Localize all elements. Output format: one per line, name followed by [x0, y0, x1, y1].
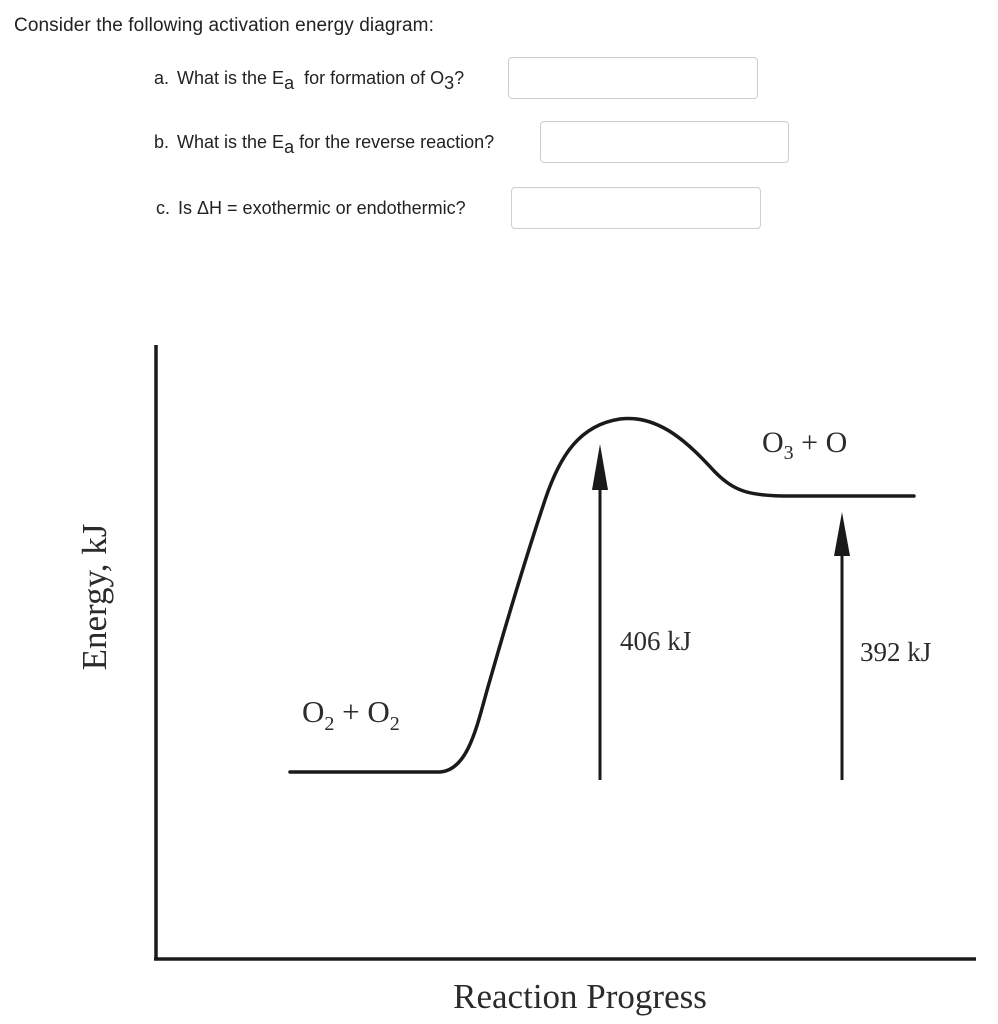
question-a: a. What is the Ea for formation of O3? [154, 66, 465, 93]
answer-b-box [540, 121, 789, 163]
products-o2: O [826, 426, 848, 459]
question-b: b. What is the Ea for the reverse reactio… [154, 130, 495, 157]
question-b-sub: a [284, 137, 295, 157]
y-axis-label: Energy, kJ [75, 524, 114, 671]
question-a-prefix: a. [154, 68, 170, 88]
question-b-text-mid: for the reverse reaction? [299, 132, 495, 152]
reactants-label: O2 + O2 [302, 694, 400, 735]
products-sub1: 3 [784, 442, 794, 464]
question-a-text-before: What is the E [177, 68, 285, 88]
forward-energy-label: 406 kJ [620, 626, 691, 656]
answer-c-input[interactable] [512, 188, 760, 228]
forward-arrow-head [592, 444, 608, 490]
question-b-text-before: What is the E [177, 132, 285, 152]
answer-b-input[interactable] [541, 122, 788, 162]
answer-c-box [511, 187, 761, 229]
answer-a-input[interactable] [509, 58, 757, 98]
question-a-sub2: 3 [444, 73, 455, 93]
energy-curve [288, 416, 916, 774]
reactants-o2: O [367, 694, 389, 729]
reactants-plus: + [334, 694, 367, 729]
reverse-energy-label: 392 kJ [860, 637, 931, 667]
answer-a-box [508, 57, 758, 99]
reactants-sub2: 2 [390, 713, 400, 735]
reverse-arrow-head [834, 512, 850, 556]
question-c-text: Is ΔH = exothermic or endothermic? [178, 198, 466, 218]
question-a-sub: a [284, 73, 295, 93]
products-label: O3 + O [762, 426, 847, 464]
question-a-text-after: ? [454, 68, 465, 88]
question-c: c. Is ΔH = exothermic or endothermic? [156, 196, 466, 220]
question-c-prefix: c. [156, 198, 171, 218]
reactants-sub1: 2 [324, 713, 334, 735]
x-axis-label: Reaction Progress [453, 977, 707, 1016]
reactants-o1: O [302, 694, 324, 729]
question-b-prefix: b. [154, 132, 170, 152]
products-plus: + [794, 426, 826, 459]
question-a-text-mid: for formation of O [304, 68, 445, 88]
products-o1: O [762, 426, 784, 459]
intro-text: Consider the following activation energy… [14, 15, 434, 36]
